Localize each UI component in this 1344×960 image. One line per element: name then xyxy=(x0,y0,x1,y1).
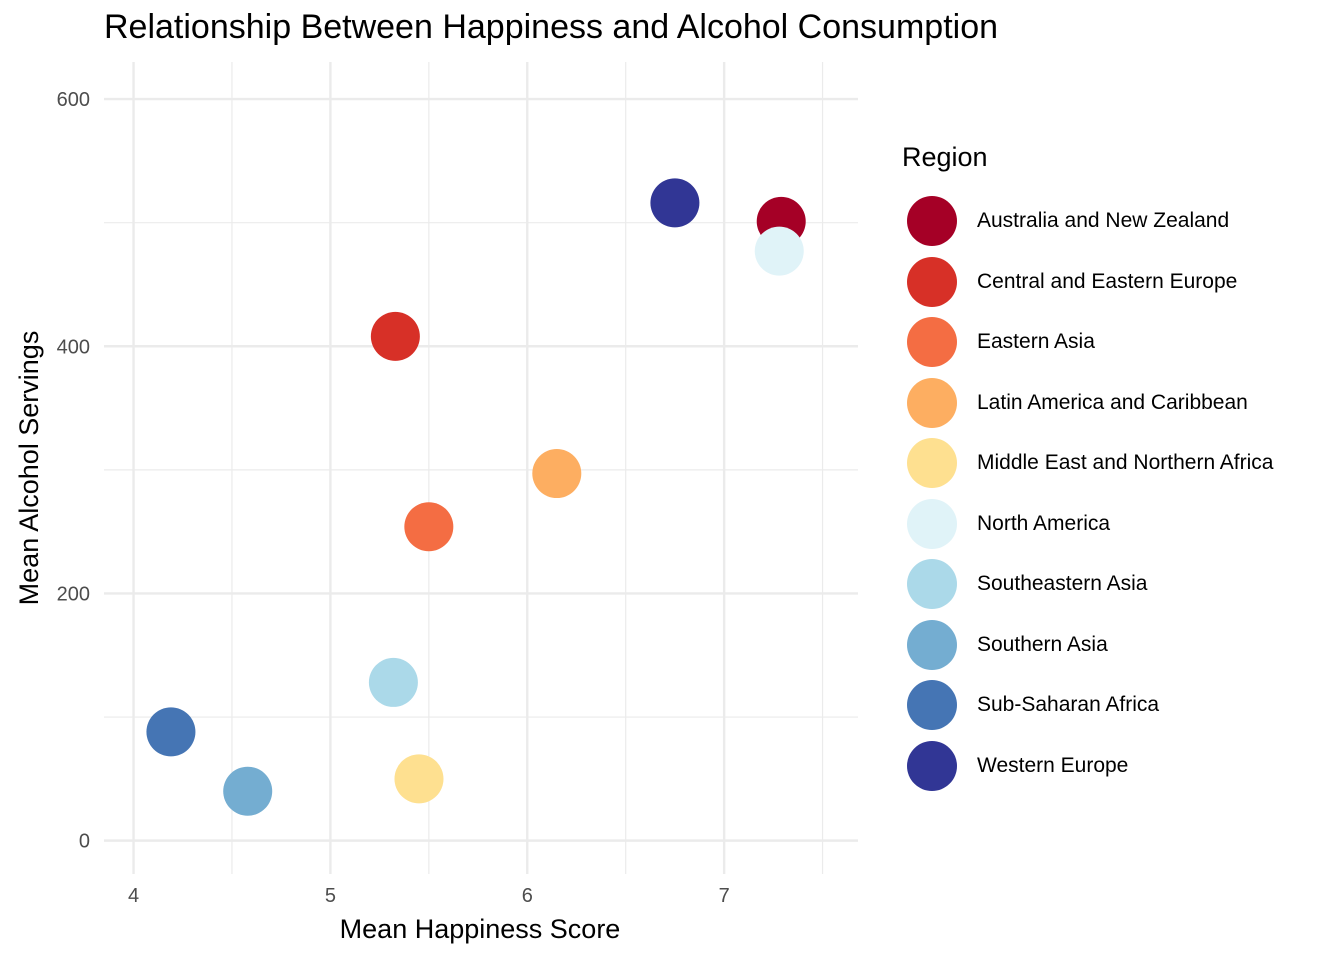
data-points xyxy=(146,178,806,816)
data-point xyxy=(404,502,454,552)
legend-swatch xyxy=(907,438,957,489)
x-tick-label: 4 xyxy=(128,885,139,907)
legend-items: Australia and New Zealand Central and Eas… xyxy=(902,191,1273,796)
legend-swatch xyxy=(907,256,957,307)
data-point xyxy=(394,754,444,804)
data-point xyxy=(368,657,418,707)
data-point xyxy=(223,766,273,816)
legend-item: North America xyxy=(902,494,1273,555)
y-axis-title: Mean Alcohol Servings xyxy=(14,331,44,606)
legend-swatch xyxy=(907,317,957,368)
x-axis-title: Mean Happiness Score xyxy=(340,914,621,944)
legend-swatch xyxy=(907,196,957,247)
legend-swatch xyxy=(907,619,957,670)
legend-item: Middle East and Northern Africa xyxy=(902,433,1273,494)
y-tick-label: 600 xyxy=(57,89,90,111)
legend-item: Eastern Asia xyxy=(902,312,1273,373)
legend-label: Central and Eastern Europe xyxy=(977,269,1238,293)
legend-label: Southeastern Asia xyxy=(977,572,1148,596)
legend-swatch xyxy=(907,377,957,428)
x-tick-label: 5 xyxy=(325,885,336,907)
legend-item: Latin America and Caribbean xyxy=(902,373,1273,434)
chart-title: Relationship Between Happiness and Alcoh… xyxy=(104,8,999,46)
legend-swatch xyxy=(907,680,957,731)
legend-swatch xyxy=(907,498,957,549)
legend-label: Sub-Saharan Africa xyxy=(977,693,1160,717)
legend: Region Australia and New Zealand Central … xyxy=(902,142,1273,796)
x-tick-label: 6 xyxy=(522,885,533,907)
grid-lines xyxy=(104,62,858,874)
legend-label: Eastern Asia xyxy=(977,330,1095,354)
x-tick-label: 7 xyxy=(719,885,730,907)
y-tick-label: 0 xyxy=(79,831,90,853)
legend-label: North America xyxy=(977,511,1111,535)
axis-tick-labels: 4 5 6 7 0 200 400 600 xyxy=(57,89,730,907)
legend-item: Sub-Saharan Africa xyxy=(902,675,1273,736)
legend-item: Central and Eastern Europe xyxy=(902,252,1273,313)
legend-label: Latin America and Caribbean xyxy=(977,390,1248,414)
legend-swatch xyxy=(907,559,957,610)
legend-label: Southern Asia xyxy=(977,632,1108,656)
data-point xyxy=(532,449,582,499)
legend-label: Western Europe xyxy=(977,753,1129,777)
data-point xyxy=(370,311,420,361)
y-tick-label: 400 xyxy=(57,336,90,358)
legend-item: Southeastern Asia xyxy=(902,554,1273,615)
y-tick-label: 200 xyxy=(57,583,90,605)
data-point xyxy=(146,707,196,757)
legend-item: Southern Asia xyxy=(902,615,1273,676)
legend-label: Australia and New Zealand xyxy=(977,209,1230,233)
legend-swatch xyxy=(907,740,957,791)
legend-item: Western Europe xyxy=(902,736,1273,797)
legend-label: Middle East and Northern Africa xyxy=(977,451,1274,475)
legend-item: Australia and New Zealand xyxy=(902,191,1273,252)
data-point xyxy=(754,226,804,276)
data-point xyxy=(650,178,700,228)
legend-title: Region xyxy=(902,142,988,172)
